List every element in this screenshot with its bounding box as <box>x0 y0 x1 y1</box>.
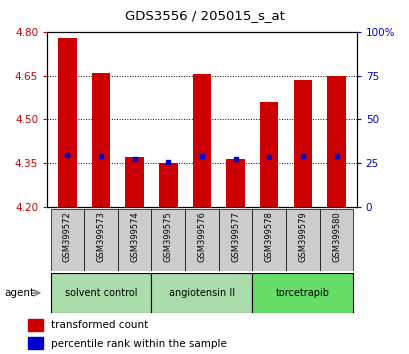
Bar <box>50 209 84 271</box>
Text: agent: agent <box>4 288 34 298</box>
Bar <box>293 80 311 207</box>
Text: GSM399577: GSM399577 <box>231 211 240 262</box>
Bar <box>326 76 345 207</box>
Bar <box>218 209 252 271</box>
Text: GSM399572: GSM399572 <box>63 211 72 262</box>
Bar <box>159 163 177 207</box>
Text: GDS3556 / 205015_s_at: GDS3556 / 205015_s_at <box>125 9 284 22</box>
Bar <box>50 273 151 313</box>
Text: percentile rank within the sample: percentile rank within the sample <box>51 339 226 349</box>
Text: torcetrapib: torcetrapib <box>275 288 329 298</box>
Text: GSM399575: GSM399575 <box>163 211 172 262</box>
Bar <box>259 102 278 207</box>
Text: transformed count: transformed count <box>51 320 148 331</box>
Bar <box>117 209 151 271</box>
Text: GSM399576: GSM399576 <box>197 211 206 262</box>
Bar <box>226 159 244 207</box>
Bar <box>319 209 353 271</box>
Bar <box>285 209 319 271</box>
Text: GSM399580: GSM399580 <box>331 211 340 262</box>
Bar <box>151 209 184 271</box>
Bar <box>125 158 144 207</box>
Bar <box>192 74 211 207</box>
Text: solvent control: solvent control <box>65 288 137 298</box>
Text: GSM399578: GSM399578 <box>264 211 273 262</box>
Bar <box>58 38 76 207</box>
Bar <box>28 319 43 331</box>
Text: GSM399579: GSM399579 <box>298 211 307 262</box>
Bar <box>184 209 218 271</box>
Text: GSM399574: GSM399574 <box>130 211 139 262</box>
Bar <box>252 209 285 271</box>
Bar <box>84 209 117 271</box>
Text: GSM399573: GSM399573 <box>96 211 105 262</box>
Bar <box>28 337 43 349</box>
Text: angiotensin II: angiotensin II <box>169 288 234 298</box>
Bar <box>252 273 353 313</box>
Bar <box>92 73 110 207</box>
Bar <box>151 273 252 313</box>
